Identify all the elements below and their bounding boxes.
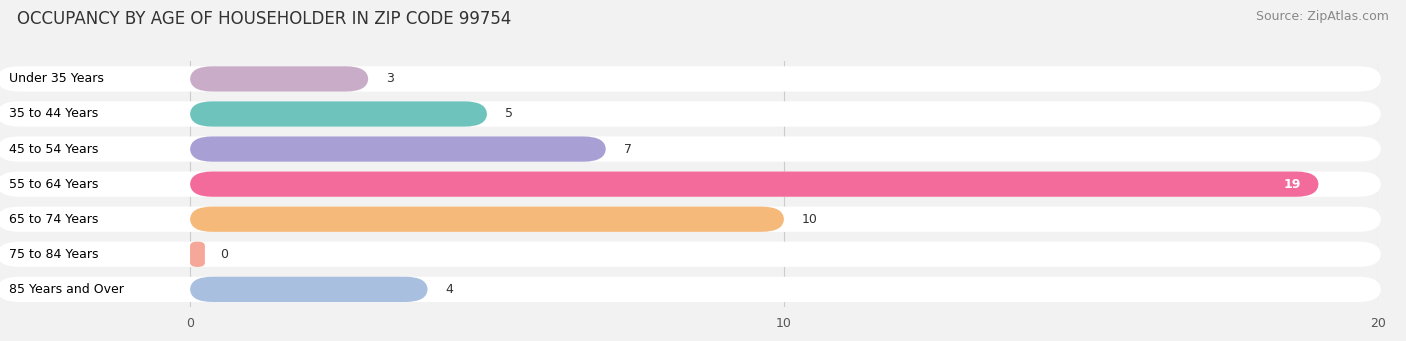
FancyBboxPatch shape xyxy=(0,242,1381,267)
FancyBboxPatch shape xyxy=(0,207,1381,232)
FancyBboxPatch shape xyxy=(190,172,1319,197)
Text: 3: 3 xyxy=(387,72,394,85)
Text: 5: 5 xyxy=(505,107,513,120)
Text: 75 to 84 Years: 75 to 84 Years xyxy=(8,248,98,261)
FancyBboxPatch shape xyxy=(0,101,1381,127)
FancyBboxPatch shape xyxy=(0,66,1381,91)
FancyBboxPatch shape xyxy=(190,101,486,127)
FancyBboxPatch shape xyxy=(0,172,1381,197)
Text: 19: 19 xyxy=(1284,178,1301,191)
FancyBboxPatch shape xyxy=(190,66,368,91)
FancyBboxPatch shape xyxy=(190,207,785,232)
Text: Source: ZipAtlas.com: Source: ZipAtlas.com xyxy=(1256,10,1389,23)
Text: OCCUPANCY BY AGE OF HOUSEHOLDER IN ZIP CODE 99754: OCCUPANCY BY AGE OF HOUSEHOLDER IN ZIP C… xyxy=(17,10,512,28)
Text: 10: 10 xyxy=(801,213,818,226)
Text: 0: 0 xyxy=(219,248,228,261)
FancyBboxPatch shape xyxy=(0,136,1381,162)
Text: 4: 4 xyxy=(446,283,453,296)
Text: 55 to 64 Years: 55 to 64 Years xyxy=(8,178,98,191)
FancyBboxPatch shape xyxy=(190,242,205,267)
Text: 35 to 44 Years: 35 to 44 Years xyxy=(8,107,98,120)
FancyBboxPatch shape xyxy=(190,277,427,302)
Text: 85 Years and Over: 85 Years and Over xyxy=(8,283,124,296)
Text: 45 to 54 Years: 45 to 54 Years xyxy=(8,143,98,155)
FancyBboxPatch shape xyxy=(0,277,1381,302)
FancyBboxPatch shape xyxy=(190,136,606,162)
Text: 7: 7 xyxy=(624,143,631,155)
Text: Under 35 Years: Under 35 Years xyxy=(8,72,104,85)
Text: 65 to 74 Years: 65 to 74 Years xyxy=(8,213,98,226)
